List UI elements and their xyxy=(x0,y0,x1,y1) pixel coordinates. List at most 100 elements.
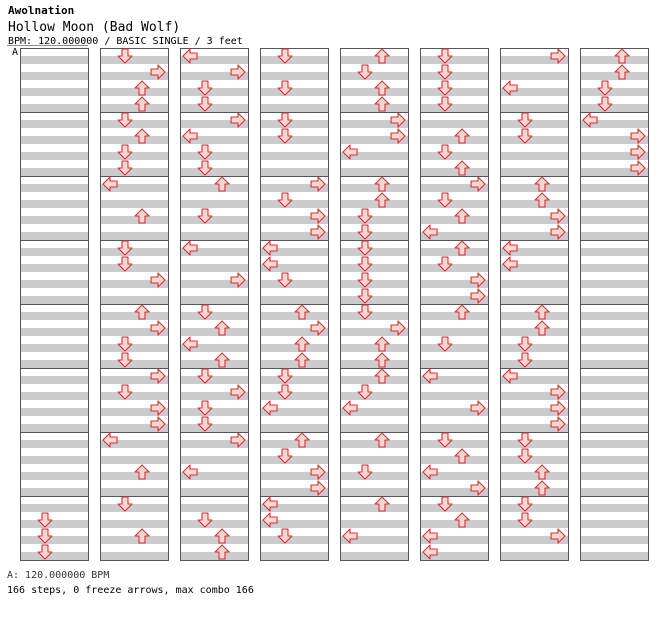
beat-stripe xyxy=(500,280,568,288)
right-arrow-icon xyxy=(550,416,566,432)
beat-stripe xyxy=(340,296,408,304)
beat-stripe xyxy=(100,136,168,144)
beat-stripe xyxy=(580,424,648,432)
beat-stripe xyxy=(500,56,568,64)
beat-stripe xyxy=(340,328,408,336)
right-arrow-icon xyxy=(230,112,246,128)
down-arrow-icon xyxy=(517,336,533,352)
right-arrow-icon xyxy=(310,320,326,336)
beat-stripe xyxy=(420,376,488,384)
down-arrow-icon xyxy=(357,384,373,400)
beat-stripe xyxy=(340,280,408,288)
chart-stats: 166 steps, 0 freeze arrows, max combo 16… xyxy=(7,585,254,596)
measure-block xyxy=(340,432,409,497)
beat-stripe xyxy=(260,216,328,224)
down-arrow-icon xyxy=(437,80,453,96)
beat-stripe xyxy=(20,376,88,384)
beat-stripe xyxy=(420,536,488,544)
down-arrow-icon xyxy=(517,496,533,512)
beat-stripe xyxy=(260,152,328,160)
down-arrow-icon xyxy=(357,224,373,240)
left-arrow-icon xyxy=(422,464,438,480)
measure-block xyxy=(260,304,329,369)
beat-stripe xyxy=(180,552,248,560)
beat-stripe xyxy=(20,248,88,256)
measure-block xyxy=(420,112,489,177)
up-arrow-icon xyxy=(214,320,230,336)
right-arrow-icon xyxy=(550,400,566,416)
measure-block xyxy=(580,48,649,113)
measure-block xyxy=(260,112,329,177)
beat-stripe xyxy=(100,472,168,480)
beat-stripe xyxy=(20,472,88,480)
beat-stripe xyxy=(20,88,88,96)
beat-stripe xyxy=(580,200,648,208)
measure-border xyxy=(20,496,89,561)
beat-stripe xyxy=(20,152,88,160)
down-arrow-icon xyxy=(437,256,453,272)
left-arrow-icon xyxy=(262,512,278,528)
beat-stripe xyxy=(180,152,248,160)
left-arrow-icon xyxy=(342,400,358,416)
bpm-marker: A xyxy=(12,47,19,58)
beat-stripe xyxy=(260,264,328,272)
left-arrow-icon xyxy=(182,240,198,256)
beat-stripe xyxy=(260,200,328,208)
beat-stripe xyxy=(340,360,408,368)
beat-stripe xyxy=(20,392,88,400)
beat-stripe xyxy=(260,168,328,176)
up-arrow-icon xyxy=(214,352,230,368)
beat-stripe xyxy=(180,216,248,224)
beat-stripe xyxy=(260,424,328,432)
beat-stripe xyxy=(420,424,488,432)
beat-stripe xyxy=(100,392,168,400)
beat-stripe xyxy=(420,88,488,96)
beat-stripe xyxy=(340,248,408,256)
right-arrow-icon xyxy=(150,64,166,80)
up-arrow-icon xyxy=(454,448,470,464)
chart-column xyxy=(420,48,489,561)
down-arrow-icon xyxy=(117,240,133,256)
beat-stripe xyxy=(260,392,328,400)
beat-stripe xyxy=(580,296,648,304)
measure-block xyxy=(180,368,249,433)
beat-stripe xyxy=(100,152,168,160)
beat-stripe xyxy=(580,216,648,224)
beat-stripe xyxy=(500,456,568,464)
left-arrow-icon xyxy=(502,240,518,256)
beat-stripe xyxy=(420,456,488,464)
down-arrow-icon xyxy=(277,272,293,288)
up-arrow-icon xyxy=(614,64,630,80)
beat-stripe xyxy=(100,248,168,256)
down-arrow-icon xyxy=(197,400,213,416)
beat-stripe xyxy=(340,376,408,384)
beat-stripe xyxy=(180,280,248,288)
up-arrow-icon xyxy=(454,240,470,256)
measure-block xyxy=(100,48,169,113)
right-arrow-icon xyxy=(230,432,246,448)
beat-stripe xyxy=(340,120,408,128)
beat-stripe xyxy=(180,392,248,400)
right-arrow-icon xyxy=(470,288,486,304)
up-arrow-icon xyxy=(294,304,310,320)
down-arrow-icon xyxy=(437,192,453,208)
beat-stripe xyxy=(420,248,488,256)
down-arrow-icon xyxy=(197,416,213,432)
beat-stripe xyxy=(340,472,408,480)
left-arrow-icon xyxy=(182,48,198,64)
up-arrow-icon xyxy=(454,160,470,176)
beat-stripe xyxy=(500,136,568,144)
measure-block xyxy=(500,304,569,369)
beat-stripe xyxy=(260,504,328,512)
right-arrow-icon xyxy=(470,480,486,496)
beat-stripe xyxy=(180,168,248,176)
down-arrow-icon xyxy=(117,384,133,400)
beat-stripe xyxy=(420,472,488,480)
down-arrow-icon xyxy=(37,528,53,544)
chart-column xyxy=(100,48,169,561)
right-arrow-icon xyxy=(550,208,566,224)
beat-stripe xyxy=(500,424,568,432)
chart-column xyxy=(20,48,89,561)
beat-stripe xyxy=(340,424,408,432)
left-arrow-icon xyxy=(262,240,278,256)
